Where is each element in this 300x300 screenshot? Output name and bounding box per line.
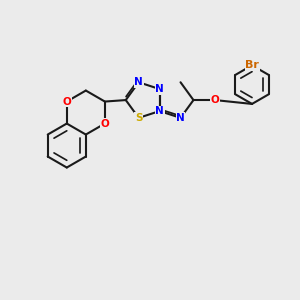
Text: N: N	[155, 84, 164, 94]
Text: N: N	[155, 106, 164, 116]
Text: N: N	[176, 113, 185, 123]
Text: N: N	[134, 77, 143, 87]
Text: O: O	[62, 97, 71, 106]
Text: O: O	[211, 95, 219, 105]
Text: Br: Br	[245, 60, 259, 70]
Text: S: S	[135, 113, 142, 123]
Text: O: O	[100, 118, 109, 128]
